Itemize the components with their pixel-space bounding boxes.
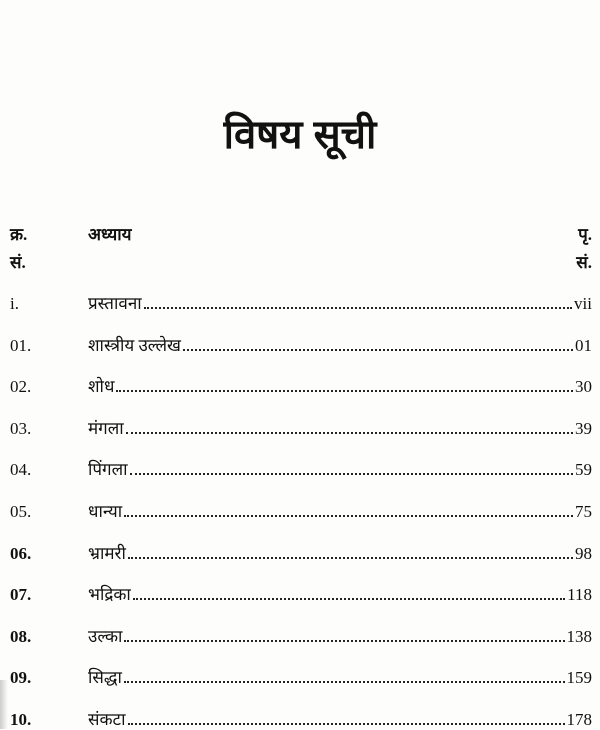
dot-leader	[124, 639, 565, 642]
entry-number: i.	[10, 294, 19, 313]
dot-leader	[127, 723, 565, 725]
toc-entry: 02. शोध 30	[10, 371, 592, 397]
toc-entry: 03. मंगला 39	[10, 413, 592, 439]
toc-entry: 05. धान्या 75	[10, 496, 592, 522]
dot-leader	[125, 431, 573, 434]
entry-page: 159	[566, 668, 593, 688]
dot-leader	[127, 556, 573, 559]
scan-edge-shadow	[0, 680, 8, 729]
entry-page: 59	[575, 460, 592, 480]
entry-chapter: संकटा	[88, 710, 126, 729]
toc-entry: 08. उल्का 138	[10, 621, 592, 647]
entry-chapter: प्रस्तावना	[88, 294, 142, 313]
dot-leader	[124, 515, 573, 517]
entry-chapter: भद्रिका	[88, 585, 131, 605]
entry-number: 05.	[10, 502, 32, 521]
dot-leader	[123, 681, 565, 684]
chapter-header: अध्याय	[88, 225, 132, 244]
entry-number: 02.	[10, 377, 32, 397]
toc-entry: 10. संकटा 178	[10, 704, 592, 730]
entry-number: 06.	[10, 543, 32, 563]
page-header-line2: सं.	[576, 253, 592, 272]
entry-chapter: भ्रामरी	[88, 543, 126, 563]
entry-page: 178	[566, 710, 593, 729]
dot-leader	[143, 307, 573, 309]
entry-number: 03.	[10, 418, 32, 438]
entry-page: 39	[575, 418, 592, 438]
toc-entry: 01. शास्त्रीय उल्लेख 01	[10, 330, 592, 356]
entry-page: 01	[575, 335, 592, 355]
entry-chapter: शोध	[88, 377, 115, 397]
toc-entry: 06. भ्रामरी 98	[10, 538, 592, 564]
dot-leader	[129, 473, 573, 476]
entry-chapter: सिद्धा	[88, 668, 122, 688]
dot-leader	[182, 348, 573, 351]
entry-page: vii	[574, 294, 592, 313]
entry-chapter: शास्त्रीय उल्लेख	[88, 335, 181, 355]
dot-leader	[116, 390, 573, 393]
serial-header-line1: क्र.	[10, 225, 28, 244]
entry-number: 01.	[10, 335, 32, 355]
toc-entry: 07. भद्रिका 118	[10, 579, 592, 605]
entry-number: 09.	[10, 668, 32, 688]
page-header-line1: पृ.	[578, 225, 592, 244]
entry-page: 30	[575, 377, 592, 397]
entry-chapter: उल्का	[88, 626, 123, 646]
entry-chapter: पिंगला	[88, 460, 128, 480]
entry-chapter: मंगला	[88, 418, 124, 438]
entry-chapter: धान्या	[88, 502, 123, 521]
entry-number: 10.	[10, 710, 32, 729]
entry-page: 98	[575, 543, 592, 563]
toc-entry: i. प्रस्तावना vii	[10, 288, 592, 314]
serial-header-line2: सं.	[10, 253, 26, 272]
entry-page: 75	[575, 502, 592, 521]
dot-leader	[132, 598, 566, 601]
entry-page: 118	[567, 585, 592, 605]
toc-entry: 04. पिंगला 59	[10, 454, 592, 480]
toc-entry: 09. सिद्धा 159	[10, 662, 592, 688]
page-title: विषय सूची	[223, 113, 377, 157]
entry-number: 08.	[10, 626, 32, 646]
entry-page: 138	[566, 626, 593, 646]
entry-number: 07.	[10, 585, 32, 605]
entry-number: 04.	[10, 460, 32, 480]
